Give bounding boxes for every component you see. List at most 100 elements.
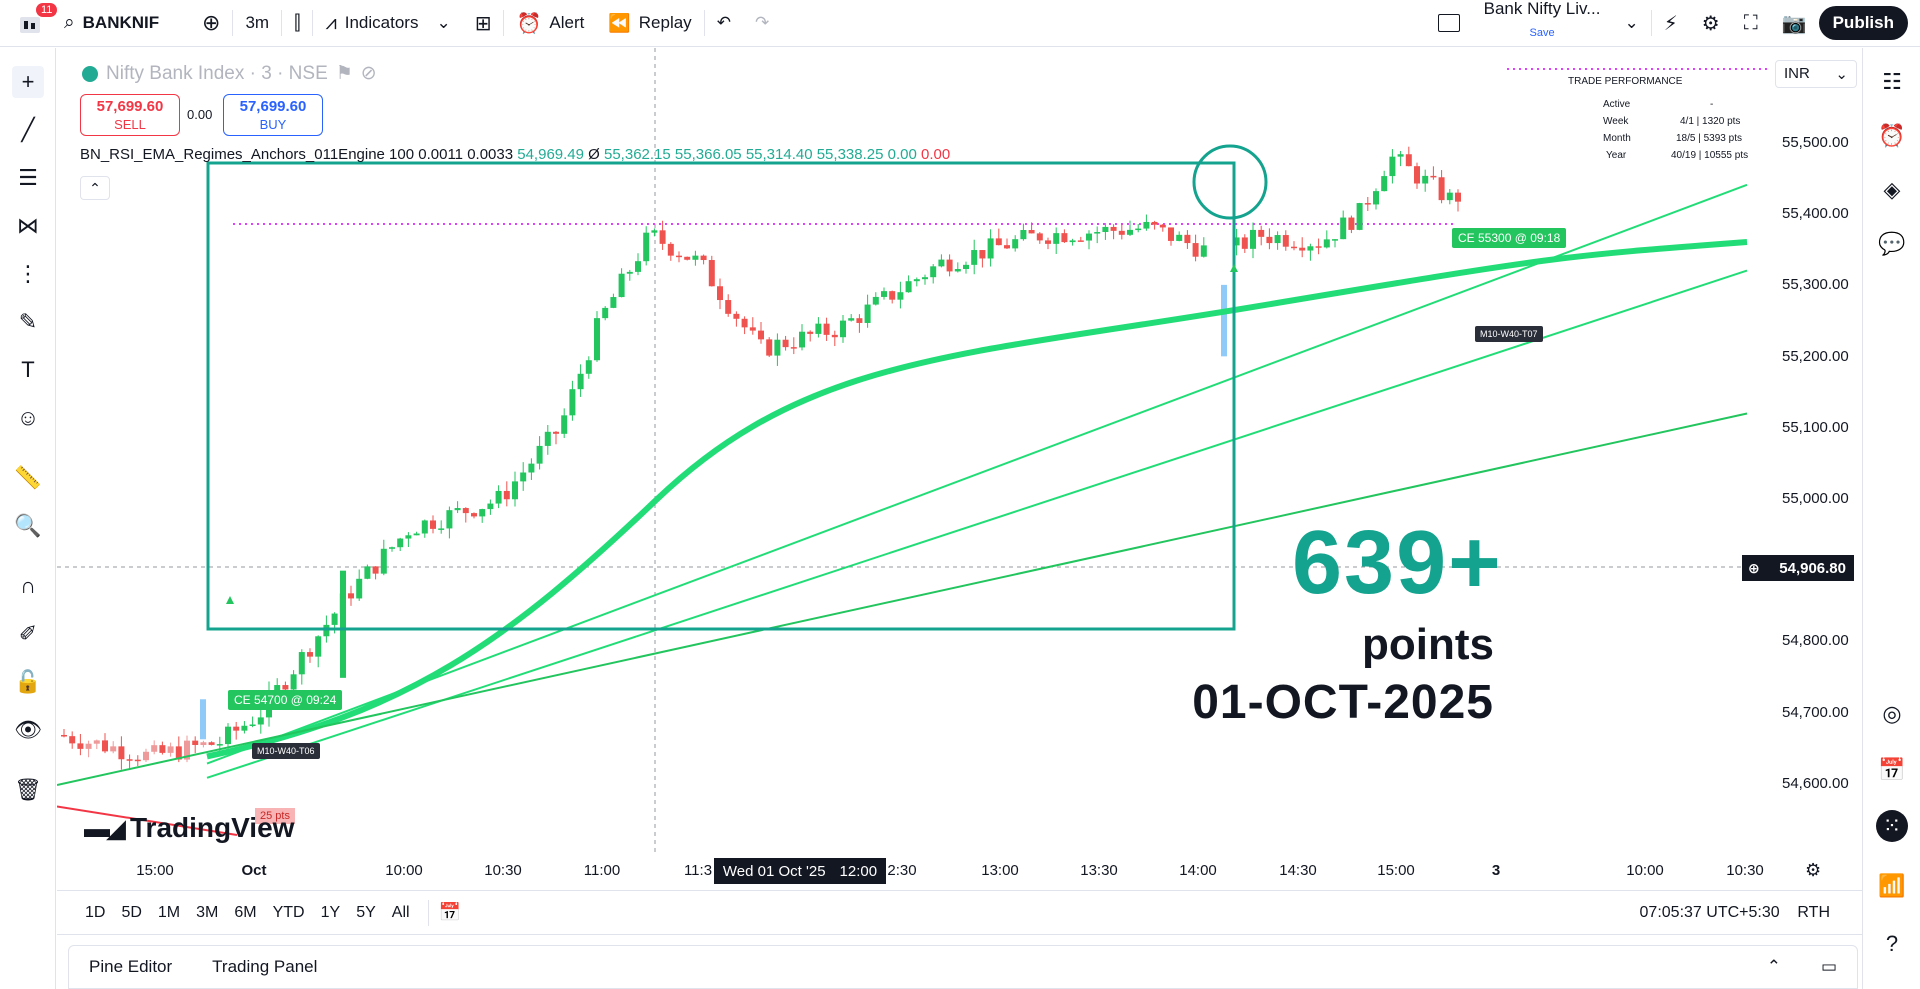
pattern-icon[interactable]: ⋈ <box>17 213 39 238</box>
alert-button[interactable]: ⏰ Alert <box>504 0 596 46</box>
symbol-legend[interactable]: Nifty Bank Index · 3 · NSE ⚑ ⊘ <box>82 62 377 85</box>
brush-icon[interactable]: ✎ <box>18 309 38 334</box>
candle-body <box>110 746 117 752</box>
candle-body <box>585 360 592 374</box>
chevron-up-icon[interactable]: ⌃ <box>1766 957 1781 976</box>
apps-grid-icon[interactable]: ⁙ <box>1876 810 1908 842</box>
layout-dropdown[interactable]: ⌄ <box>1612 0 1650 46</box>
candle-body <box>1307 246 1314 251</box>
buy-button[interactable]: 57,699.60 BUY <box>223 94 323 136</box>
trendline-icon[interactable]: ╱ <box>21 117 35 142</box>
account-menu[interactable]: 11 <box>16 3 58 41</box>
help-icon[interactable]: ? <box>1885 931 1899 956</box>
calendar-icon[interactable]: 📅 <box>1878 757 1906 782</box>
time-axis-settings-icon[interactable]: ⚙ <box>1805 860 1822 880</box>
target-icon[interactable]: ◎ <box>1882 701 1902 726</box>
chevron-down-icon: ⌄ <box>1835 66 1848 83</box>
candle-body <box>1143 221 1150 229</box>
range-1d[interactable]: 1D <box>85 903 106 921</box>
layers-icon[interactable]: ◈ <box>1883 177 1901 202</box>
symbol-search[interactable]: ⌕ BANKNIF <box>52 0 190 46</box>
crosshair-date: Wed 01 Oct '25 <box>722 862 826 880</box>
lock-drawing-icon[interactable]: ✐ <box>18 621 38 646</box>
redo-icon: ↷ <box>754 13 770 32</box>
interval-button[interactable]: 3m <box>233 0 281 46</box>
range-ytd[interactable]: YTD <box>272 903 305 921</box>
lock-icon[interactable]: 🔓 <box>14 669 42 694</box>
text-icon[interactable]: T <box>21 357 35 382</box>
range-1y[interactable]: 1Y <box>320 903 341 921</box>
crosshair-icon[interactable]: + <box>12 66 44 98</box>
candle-body <box>1258 229 1265 237</box>
quick-search-button[interactable]: ⚡ <box>1652 0 1690 46</box>
tab-pine-editor[interactable]: Pine Editor <box>89 957 173 976</box>
watchlist-icon[interactable]: ☷ <box>1882 69 1902 94</box>
currency-select[interactable]: INR ⌄ <box>1775 60 1857 88</box>
chat-icon[interactable]: 💬 <box>1878 231 1906 256</box>
plus-circle-icon[interactable]: ⊕ <box>1748 559 1760 576</box>
forecast-icon[interactable]: ⋮ <box>17 261 39 286</box>
session-label[interactable]: RTH <box>1797 903 1830 921</box>
candle-body <box>1127 229 1133 235</box>
ema-slow-line <box>206 239 1748 760</box>
maximize-icon[interactable]: ▭ <box>1820 957 1837 976</box>
exchange-logo-icon <box>82 65 98 82</box>
range-5y[interactable]: 5Y <box>356 903 376 921</box>
chart-type-button[interactable]: ⫿ <box>282 0 312 46</box>
chevron-down-icon: ⌄ <box>436 13 451 32</box>
publish-button[interactable]: Publish <box>1818 6 1908 40</box>
calendar-range-icon[interactable]: 📅 <box>438 902 461 922</box>
range-all[interactable]: All <box>391 903 410 921</box>
flag-icon[interactable]: ⚑ <box>335 63 353 84</box>
range-5d[interactable]: 5D <box>121 903 142 921</box>
ruler-icon[interactable]: 📏 <box>14 465 42 490</box>
tradingview-logo[interactable]: ▬◢ TradingView <box>84 812 294 844</box>
signal-icon[interactable]: 📶 <box>1878 873 1906 898</box>
clock-time[interactable]: 07:05:37 UTC+5:30 <box>1639 903 1780 921</box>
layout-select-checkbox[interactable] <box>1426 0 1472 46</box>
candle-body <box>1020 230 1027 240</box>
fullscreen-button[interactable]: ⛶ <box>1732 0 1770 46</box>
range-3m[interactable]: 3M <box>196 903 219 921</box>
collapse-legend-button[interactable]: ⌃ <box>80 176 110 200</box>
price-chart-svg[interactable] <box>57 48 1862 856</box>
alerts-icon[interactable]: ⏰ <box>1878 123 1906 148</box>
buy-label: BUY <box>259 117 287 132</box>
replay-button[interactable]: ⏪ Replay <box>596 0 703 46</box>
emoji-icon[interactable]: ☺ <box>16 405 40 430</box>
candle-body <box>799 331 805 348</box>
candle-body <box>356 578 363 599</box>
perf-row-value: 18/5 | 5393 pts <box>1676 133 1742 144</box>
candle-body <box>1381 176 1388 192</box>
candle-body <box>831 334 838 338</box>
magnet-icon[interactable]: ∩ <box>20 573 36 598</box>
snapshot-button[interactable]: 📷 <box>1770 0 1819 46</box>
layout-name-menu[interactable]: Bank Nifty Liv... Save <box>1472 0 1613 46</box>
undo-button[interactable]: ↶ <box>705 0 743 46</box>
candle-body <box>192 740 199 745</box>
compare-button[interactable]: ⊕ <box>190 0 232 46</box>
candle-body <box>364 566 371 579</box>
eye-icon[interactable]: 👁 <box>14 717 42 742</box>
zoom-in-icon[interactable]: 🔍 <box>14 513 42 538</box>
range-6m[interactable]: 6M <box>234 903 257 921</box>
indicators-button[interactable]: ⩘ Indicators ⌄ <box>313 0 462 46</box>
perf-row-label: Year <box>1606 150 1627 161</box>
templates-button[interactable]: ⊞ <box>463 0 504 46</box>
candle-body <box>1299 247 1306 251</box>
settings-button[interactable]: ⚙ <box>1690 0 1732 46</box>
time-tick: 15:00 <box>1377 862 1415 879</box>
top-toolbar: 11 ⌕ BANKNIF ⊕ 3m ⫿ ⩘ Indicators ⌄ ⊞ ⏰ A… <box>0 0 1920 47</box>
chart-pane[interactable] <box>57 48 1862 856</box>
trash-icon[interactable]: 🗑 <box>14 777 42 802</box>
fib-icon[interactable]: ☰ <box>18 165 38 190</box>
points-label: points <box>1362 620 1494 669</box>
buy-arrow-marker <box>226 596 234 604</box>
tab-trading-panel[interactable]: Trading Panel <box>212 957 318 976</box>
indicator-legend[interactable]: BN_RSI_EMA_Regimes_Anchors_011Engine 100… <box>80 146 950 163</box>
redo-button[interactable]: ↷ <box>743 0 781 46</box>
candle-body <box>102 740 108 752</box>
eye-off-icon[interactable]: ⊘ <box>360 63 377 84</box>
range-1m[interactable]: 1M <box>157 903 181 921</box>
sell-button[interactable]: 57,699.60 SELL <box>80 94 180 136</box>
